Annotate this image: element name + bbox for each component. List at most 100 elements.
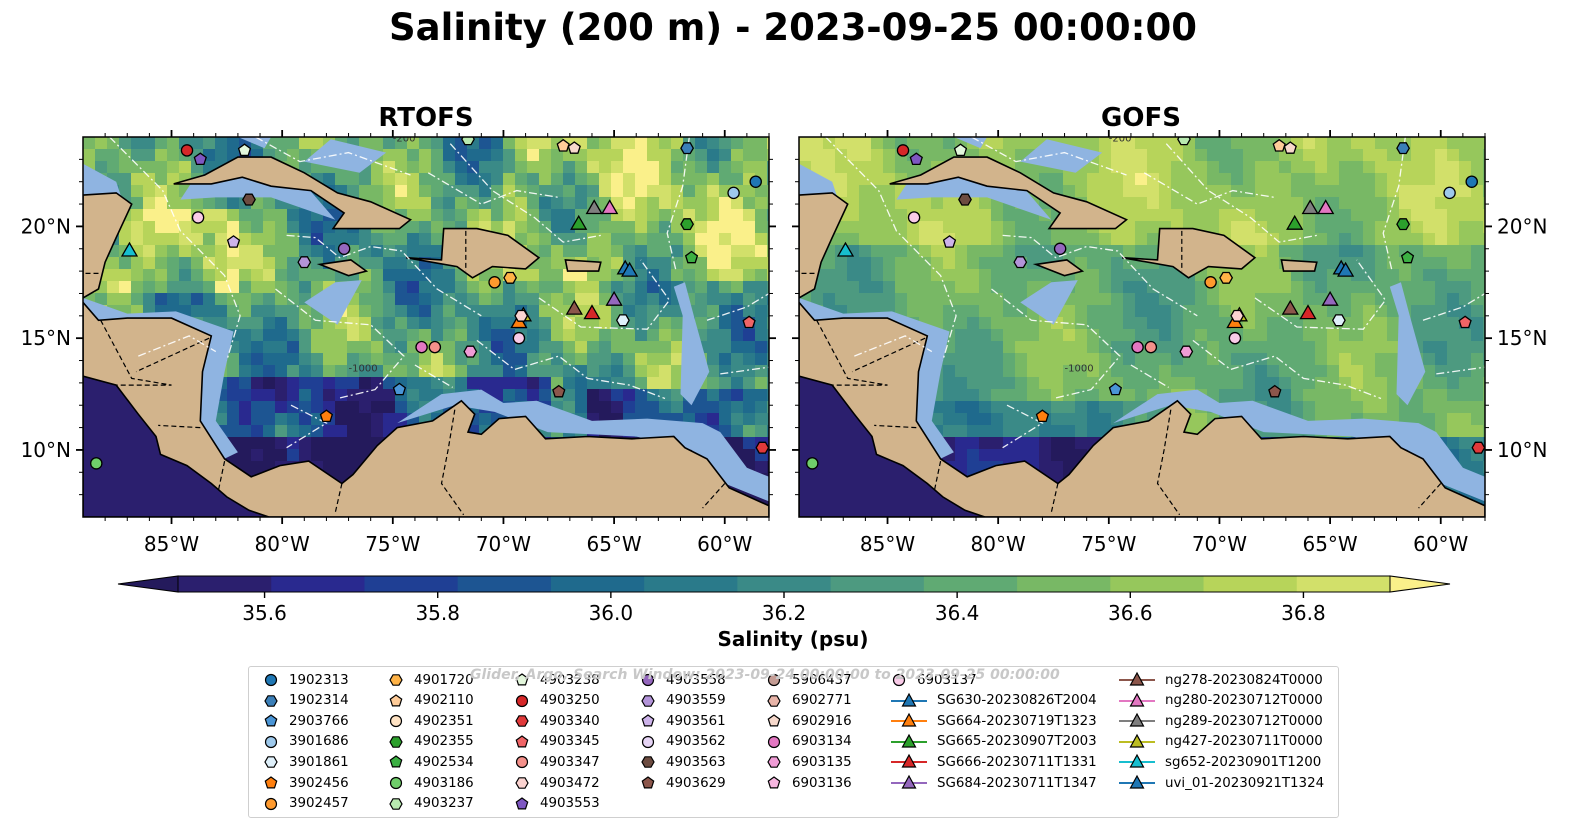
platform-marker-sg666-20230711t1331[interactable] <box>1299 304 1317 320</box>
legend-item: 2903766 <box>261 711 349 731</box>
platform-marker-ng278-20230824t0000[interactable] <box>565 299 583 315</box>
platform-marker-1902314[interactable] <box>1396 142 1411 155</box>
platform-marker-sg630-20230826t2004[interactable] <box>620 261 639 277</box>
pentagon-marker-icon <box>389 693 403 707</box>
circle-marker-icon <box>264 735 278 748</box>
platform-marker-4903472[interactable] <box>514 309 529 322</box>
platform-marker-4903340[interactable] <box>755 441 769 454</box>
platform-marker-4903238[interactable] <box>237 143 252 157</box>
platform-marker-sg652-20230901t1200[interactable] <box>836 241 855 257</box>
platform-marker-4903237[interactable] <box>1177 134 1191 146</box>
platform-marker-6903134[interactable] <box>1131 340 1144 354</box>
legend-item: sg652-20230901T1200 <box>1117 752 1321 772</box>
platform-marker-6903137[interactable] <box>1228 331 1242 345</box>
platform-marker-4903472[interactable] <box>1230 309 1245 322</box>
platform-marker-3902456[interactable] <box>1035 409 1050 423</box>
platform-marker-4903629[interactable] <box>1268 384 1282 398</box>
platform-marker-ng280-20230712t0000[interactable] <box>1317 199 1335 215</box>
platform-marker-4902534[interactable] <box>684 250 699 264</box>
platform-marker-4903553[interactable] <box>193 152 207 166</box>
platform-marker-sg684-20230711t1347[interactable] <box>605 290 623 306</box>
land-yucatan <box>799 192 849 299</box>
platform-marker-sg665-20230907t2003[interactable] <box>1286 214 1304 230</box>
platform-marker-ng280-20230712t0000[interactable] <box>601 199 619 215</box>
eez-boundary <box>706 292 769 321</box>
platform-marker-4902534[interactable] <box>1400 250 1415 264</box>
platform-marker-6903137[interactable] <box>907 211 921 224</box>
platform-marker-4903629[interactable] <box>552 384 566 398</box>
platform-marker-4902355[interactable] <box>1396 218 1411 231</box>
platform-marker-sg665-20230907t2003[interactable] <box>570 214 588 230</box>
legend-item-label: sg652-20230901T1200 <box>1165 754 1322 770</box>
platform-marker-3901686[interactable] <box>1443 186 1456 200</box>
platform-marker-4903347[interactable] <box>428 340 442 354</box>
platform-marker-sg666-20230711t1331[interactable] <box>583 304 601 320</box>
platform-marker-3901861[interactable] <box>1331 314 1346 327</box>
legend-item-label: 4903562 <box>666 734 726 750</box>
platform-marker-2903766[interactable] <box>392 382 407 396</box>
platform-marker-4903553[interactable] <box>909 152 923 166</box>
platform-marker-4903559[interactable] <box>1013 256 1028 269</box>
platform-marker-6903135[interactable] <box>463 345 478 358</box>
platform-marker-4903561[interactable] <box>226 235 241 248</box>
platform-marker-4903558[interactable] <box>1053 242 1067 256</box>
platform-marker-ng289-20230712t0000[interactable] <box>585 199 603 215</box>
platform-marker-4902110[interactable] <box>1272 138 1286 152</box>
pentagon-marker-icon <box>389 755 403 768</box>
platform-marker-4901720[interactable] <box>1219 271 1234 284</box>
platform-marker-4902355[interactable] <box>680 218 695 231</box>
platform-marker-4903237[interactable] <box>461 134 475 146</box>
platform-marker-1902314[interactable] <box>680 142 695 155</box>
platform-marker-1902313[interactable] <box>1465 175 1478 188</box>
platform-marker-ng289-20230712t0000[interactable] <box>1301 199 1319 215</box>
legend-item: 4901720 <box>386 670 474 690</box>
platform-marker-sg652-20230901t1200[interactable] <box>120 241 139 257</box>
platform-marker-4902110[interactable] <box>556 138 570 152</box>
platform-marker-2903766[interactable] <box>1108 382 1123 396</box>
platform-marker-3902456[interactable] <box>319 409 334 423</box>
platform-marker-3901861[interactable] <box>615 314 630 327</box>
platform-marker-3902457[interactable] <box>1204 276 1217 289</box>
platform-marker-3901686[interactable] <box>727 186 740 200</box>
legend-item-label: 4903347 <box>540 754 600 770</box>
platform-marker-4903238[interactable] <box>953 143 968 157</box>
legend-item-label: 4903629 <box>666 775 726 791</box>
platform-marker-4903186[interactable] <box>90 457 103 470</box>
platform-marker-4901720[interactable] <box>503 271 518 284</box>
platform-marker-4903347[interactable] <box>1144 340 1158 354</box>
platform-marker-6903137[interactable] <box>191 211 205 224</box>
platform-marker-sg630-20230826t2004[interactable] <box>1336 261 1355 277</box>
platform-marker-4903563[interactable] <box>242 193 256 206</box>
platform-marker-4903250[interactable] <box>896 144 910 157</box>
platform-marker-4903345[interactable] <box>1458 315 1472 329</box>
legend-item: 4903347 <box>512 752 600 772</box>
land-hispaniola <box>405 227 541 279</box>
platform-marker-6903137[interactable] <box>512 331 526 345</box>
platform-marker-sg684-20230711t1347[interactable] <box>1321 290 1339 306</box>
lon-tick-label: 85°W <box>860 532 915 556</box>
platform-marker-4903340[interactable] <box>1471 441 1485 454</box>
country-border <box>217 460 226 493</box>
eez-boundary <box>1254 259 1387 330</box>
platform-marker-4903563[interactable] <box>958 193 972 206</box>
platform-marker-1902313[interactable] <box>749 175 762 188</box>
platform-marker-4903561[interactable] <box>942 235 957 248</box>
colorbar-tick-label: 36.0 <box>589 601 634 625</box>
platform-marker-6903135[interactable] <box>1179 345 1194 358</box>
platform-marker-4903186[interactable] <box>806 457 819 470</box>
platform-marker-ng278-20230824t0000[interactable] <box>1281 299 1299 315</box>
platform-marker-6902916[interactable] <box>567 141 581 154</box>
platform-marker-4903250[interactable] <box>180 144 194 157</box>
shelf-area <box>304 139 387 173</box>
lon-tick-label: 60°W <box>1413 532 1468 556</box>
platform-marker-6902916[interactable] <box>1283 141 1297 154</box>
platform-marker-4903558[interactable] <box>337 242 351 256</box>
eez-boundary <box>825 137 957 361</box>
platform-marker-4903345[interactable] <box>742 315 756 329</box>
platform-marker-6903134[interactable] <box>415 340 428 354</box>
legend-item: 6902771 <box>764 691 852 711</box>
legend-item-label: 6902916 <box>792 713 852 729</box>
platform-marker-3902457[interactable] <box>488 276 501 289</box>
eez-boundary <box>414 364 453 388</box>
platform-marker-4903559[interactable] <box>297 256 312 269</box>
